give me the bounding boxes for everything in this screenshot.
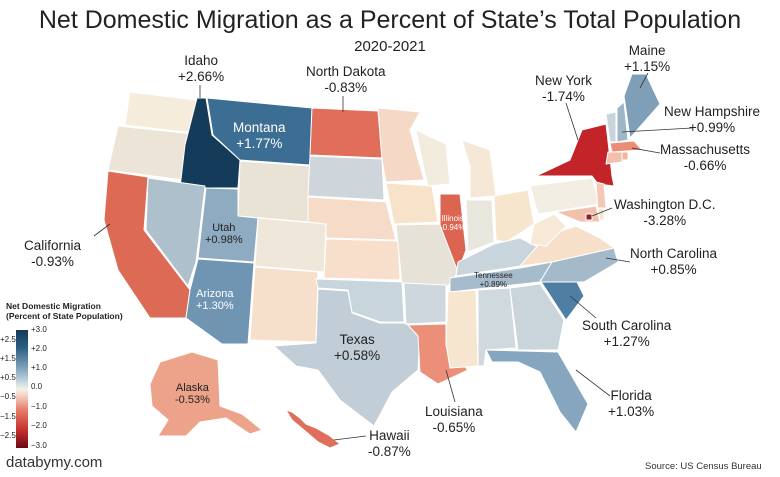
state-west-virginia <box>529 213 567 247</box>
state-wyoming <box>237 160 311 223</box>
state-louisiana <box>407 323 469 385</box>
label-dc: Washington D.C. -3.28% <box>614 197 716 228</box>
legend-tick: +2.0 <box>31 344 47 353</box>
state-washington <box>124 91 197 134</box>
state-delaware <box>597 207 605 221</box>
state-colorado <box>254 217 327 273</box>
label-tennessee: Tennessee +0.89% <box>474 271 513 289</box>
chart-subtitle: 2020-2021 <box>354 38 426 55</box>
label-montana: Montana +1.77% <box>233 120 286 151</box>
legend-tick: −0.5 <box>0 392 16 401</box>
leader-maine <box>639 72 649 89</box>
state-maine <box>623 73 661 139</box>
state-georgia <box>509 283 565 351</box>
label-florida: Florida +1.03% <box>608 388 655 419</box>
legend-title: Net Domestic Migration (Percent of State… <box>6 301 123 321</box>
label-north-dakota: North Dakota -0.83% <box>306 64 386 95</box>
label-south-carolina: South Carolina +1.27% <box>582 318 672 349</box>
state-kansas <box>323 238 401 281</box>
legend-tick: −2.5 <box>0 431 16 440</box>
label-california: California -0.93% <box>24 238 82 269</box>
state-indiana <box>465 199 495 253</box>
leader-new-york <box>565 102 579 141</box>
leader-hawaii <box>333 435 367 441</box>
legend-tick: −3.0 <box>31 441 47 450</box>
state-oklahoma <box>315 278 405 323</box>
state-florida <box>485 349 589 433</box>
state-north-dakota <box>309 107 383 159</box>
state-dc <box>585 213 593 221</box>
state-south-dakota <box>307 155 385 201</box>
label-louisiana: Louisiana -0.65% <box>425 404 483 435</box>
state-michigan <box>461 139 497 199</box>
label-arizona: Arizona +1.30% <box>196 288 234 312</box>
state-new-jersey <box>595 181 607 213</box>
label-new-hampshire: New Hampshire +0.99% <box>664 104 761 135</box>
state-new-mexico <box>249 266 319 343</box>
state-mississippi <box>445 289 479 369</box>
label-hawaii: Hawaii -0.87% <box>368 428 411 459</box>
source-note: Source: US Census Bureau <box>645 461 762 472</box>
state-idaho <box>179 97 241 189</box>
legend-tick: +3.0 <box>31 325 47 334</box>
leader-massachusetts <box>631 147 661 154</box>
leader-california <box>93 223 111 237</box>
state-nevada <box>145 177 206 287</box>
label-maine: Maine +1.15% <box>624 43 671 74</box>
legend-tick: −1.0 <box>31 402 47 411</box>
leader-north-carolina <box>605 257 631 263</box>
chart-title: Net Domestic Migration as a Percent of S… <box>38 6 742 34</box>
label-illinois: Illinois -0.94% <box>440 214 466 232</box>
state-alaska <box>149 351 263 437</box>
label-idaho: Idaho +2.66% <box>178 53 225 84</box>
state-wisconsin <box>415 129 451 187</box>
state-ohio <box>493 189 535 243</box>
state-massachusetts <box>609 140 643 153</box>
leader-louisiana <box>445 369 456 403</box>
label-new-york: New York -1.74% <box>535 73 593 104</box>
legend-tick: +1.5 <box>0 354 16 363</box>
legend-colorbar <box>16 330 28 448</box>
label-utah: Utah +0.98% <box>205 222 243 246</box>
label-massachusetts: Massachusetts -0.66% <box>660 142 751 173</box>
legend-tick: +0.5 <box>0 373 16 382</box>
state-nebraska <box>307 196 397 241</box>
label-texas: Texas +0.58% <box>334 332 381 363</box>
leader-florida <box>575 369 611 397</box>
branding: databymy.com <box>6 454 103 471</box>
label-north-carolina: North Carolina +0.85% <box>630 246 718 277</box>
state-hawaii <box>285 409 341 449</box>
legend-tick: −1.5 <box>0 412 16 421</box>
legend-tick: 0.0 <box>31 382 43 391</box>
state-iowa <box>385 182 439 225</box>
state-texas <box>273 288 421 427</box>
leader-south-carolina <box>569 295 597 319</box>
state-oregon <box>107 125 195 181</box>
leader-new-hampshire <box>621 127 693 133</box>
leader-dc <box>591 207 613 217</box>
state-arkansas <box>403 282 447 325</box>
label-alaska: Alaska -0.53% <box>175 382 210 406</box>
state-rhode-island <box>621 151 629 161</box>
state-minnesota <box>377 107 425 183</box>
legend-tick: +2.5 <box>0 335 16 344</box>
legend-tick: −2.0 <box>31 421 47 430</box>
legend-tick: +1.0 <box>31 363 47 372</box>
state-arizona <box>185 258 255 345</box>
state-connecticut <box>605 151 623 165</box>
state-montana <box>206 97 313 166</box>
state-new-york <box>535 123 615 187</box>
